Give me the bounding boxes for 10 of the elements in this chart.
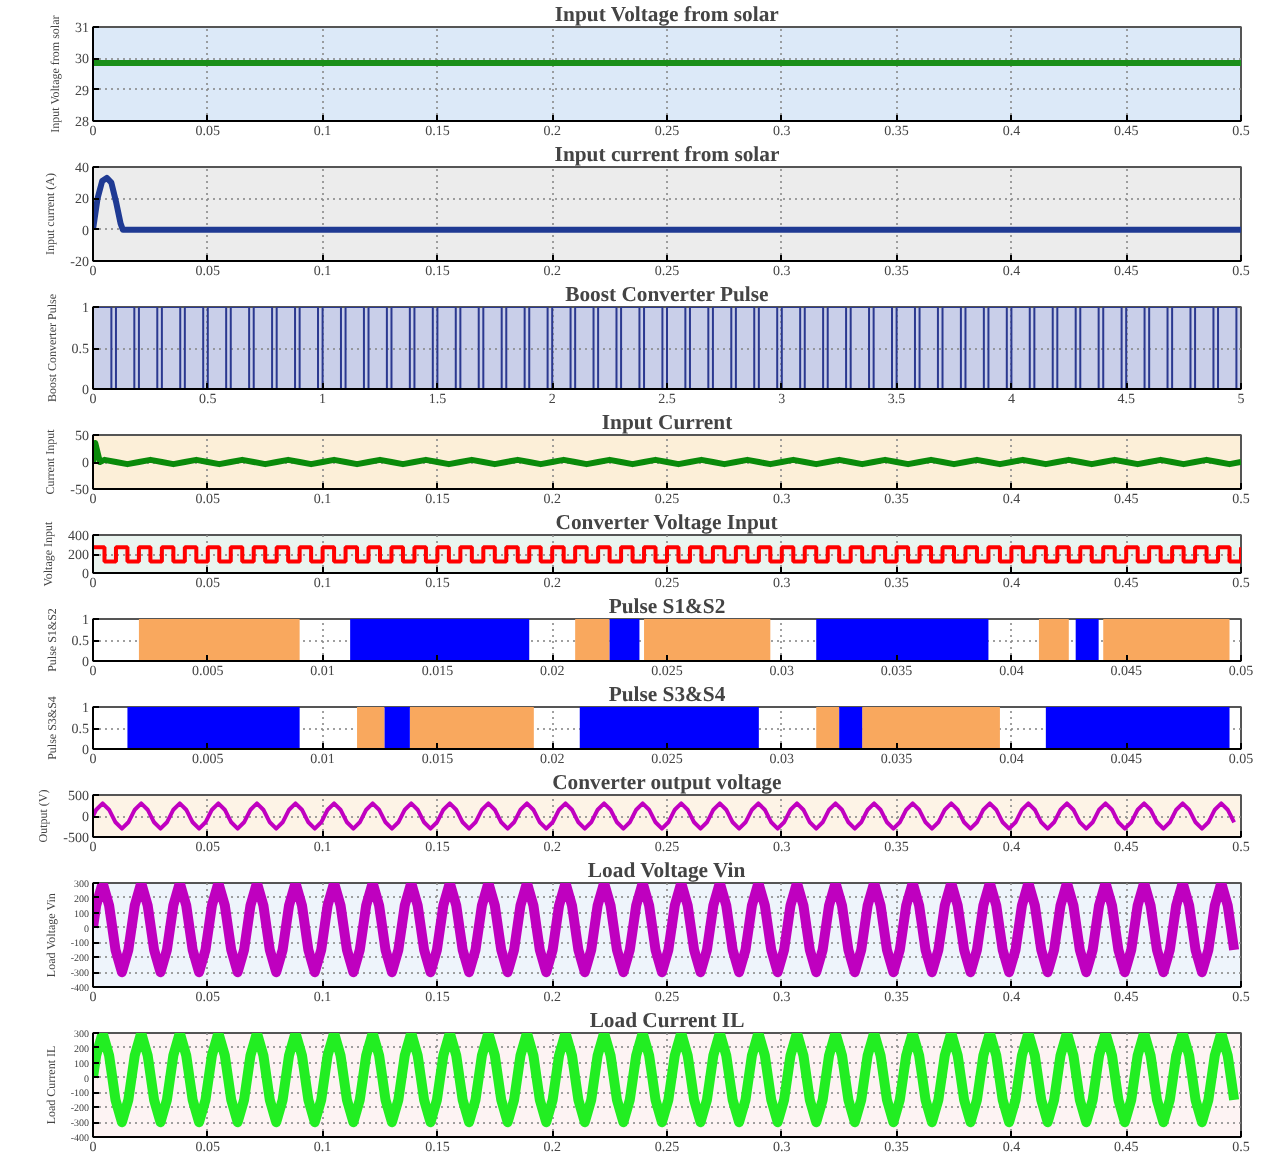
chart-title: Pulse S1&S2 [608, 597, 726, 619]
chart-title: Load Voltage Vin [587, 861, 746, 883]
chart-title: Input Current [601, 413, 734, 435]
chart-title: Input Voltage from solar [554, 5, 780, 27]
chart-title: Load Current IL [589, 1011, 745, 1033]
chart-title: Pulse S3&S4 [608, 685, 727, 707]
chart-title: Input current from solar [554, 145, 780, 167]
chart-title: Boost Converter Pulse [565, 285, 769, 307]
chart-title: Converter output voltage [552, 773, 782, 795]
chart-title: Converter Voltage Input [555, 513, 779, 535]
